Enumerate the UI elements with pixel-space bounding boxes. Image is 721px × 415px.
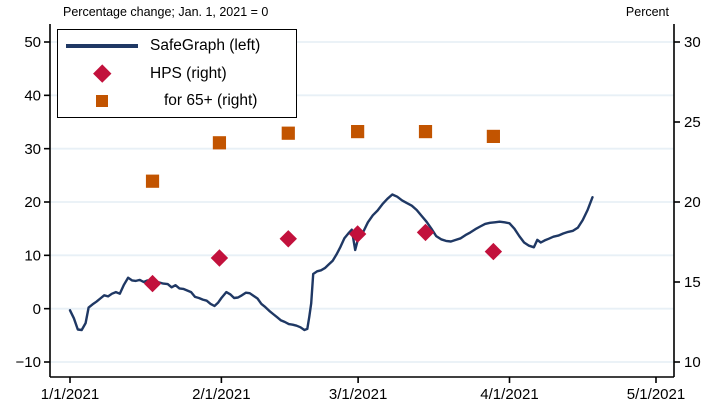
- left-axis-tick-label: 30: [24, 141, 41, 158]
- x-axis-tick-label: 1/1/2021: [41, 386, 99, 403]
- left-axis-tick-label: 0: [33, 301, 41, 318]
- x-axis-tick-label: 3/1/2021: [329, 386, 387, 403]
- age65-marker: [351, 125, 365, 139]
- right-axis-tick-label: 15: [684, 274, 701, 291]
- left-axis-tick-label: 10: [24, 248, 41, 265]
- safegraph-line-icon: [66, 44, 138, 48]
- safegraph-line: [68, 193, 594, 332]
- right-axis-tick-label: 20: [684, 194, 701, 211]
- legend-item-65plus: for 65+ (right): [58, 88, 296, 115]
- age65-marker: [418, 125, 433, 139]
- legend-label-65plus: for 65+ (right): [164, 92, 258, 110]
- legend-label-safegraph: SafeGraph (left): [150, 37, 261, 55]
- right-axis-tick-label: 25: [684, 114, 701, 131]
- age65-marker: [486, 129, 500, 143]
- left-axis-tick-label: 40: [24, 88, 41, 105]
- hps-marker: [484, 242, 503, 261]
- right-axis-tick-label: 10: [684, 354, 701, 371]
- axis-frame: [49, 24, 675, 378]
- age65-square-icon: [95, 94, 109, 108]
- hps-diamond-icon: [93, 64, 111, 83]
- left-axis-tick-label: 20: [24, 194, 41, 211]
- legend-label-hps: HPS (right): [150, 64, 227, 82]
- x-axis-tick-label: 4/1/2021: [480, 386, 538, 403]
- legend-item-hps: HPS (right): [58, 60, 296, 87]
- age65-marker: [145, 174, 160, 188]
- left-axis-tick-label: 50: [24, 34, 41, 51]
- legend-item-safegraph: SafeGraph (left): [58, 32, 296, 59]
- hps-marker: [210, 249, 229, 267]
- left-axis-tick-label: −10: [16, 354, 41, 371]
- age65-marker: [281, 126, 295, 140]
- legend-box: SafeGraph (left) HPS (right) for 65+ (ri…: [57, 29, 297, 118]
- hps-marker: [279, 230, 297, 248]
- age65-marker: [212, 136, 227, 150]
- right-axis-title: Percent: [625, 5, 669, 19]
- hps-marker: [416, 223, 435, 242]
- x-axis-tick-label: 5/1/2021: [627, 386, 685, 403]
- x-axis-tick-label: 2/1/2021: [192, 386, 250, 403]
- chart-title: Percentage change; Jan. 1, 2021 = 0: [63, 5, 269, 19]
- hps-marker: [143, 274, 162, 293]
- right-axis-tick-label: 30: [684, 34, 701, 51]
- hps-marker: [348, 225, 367, 243]
